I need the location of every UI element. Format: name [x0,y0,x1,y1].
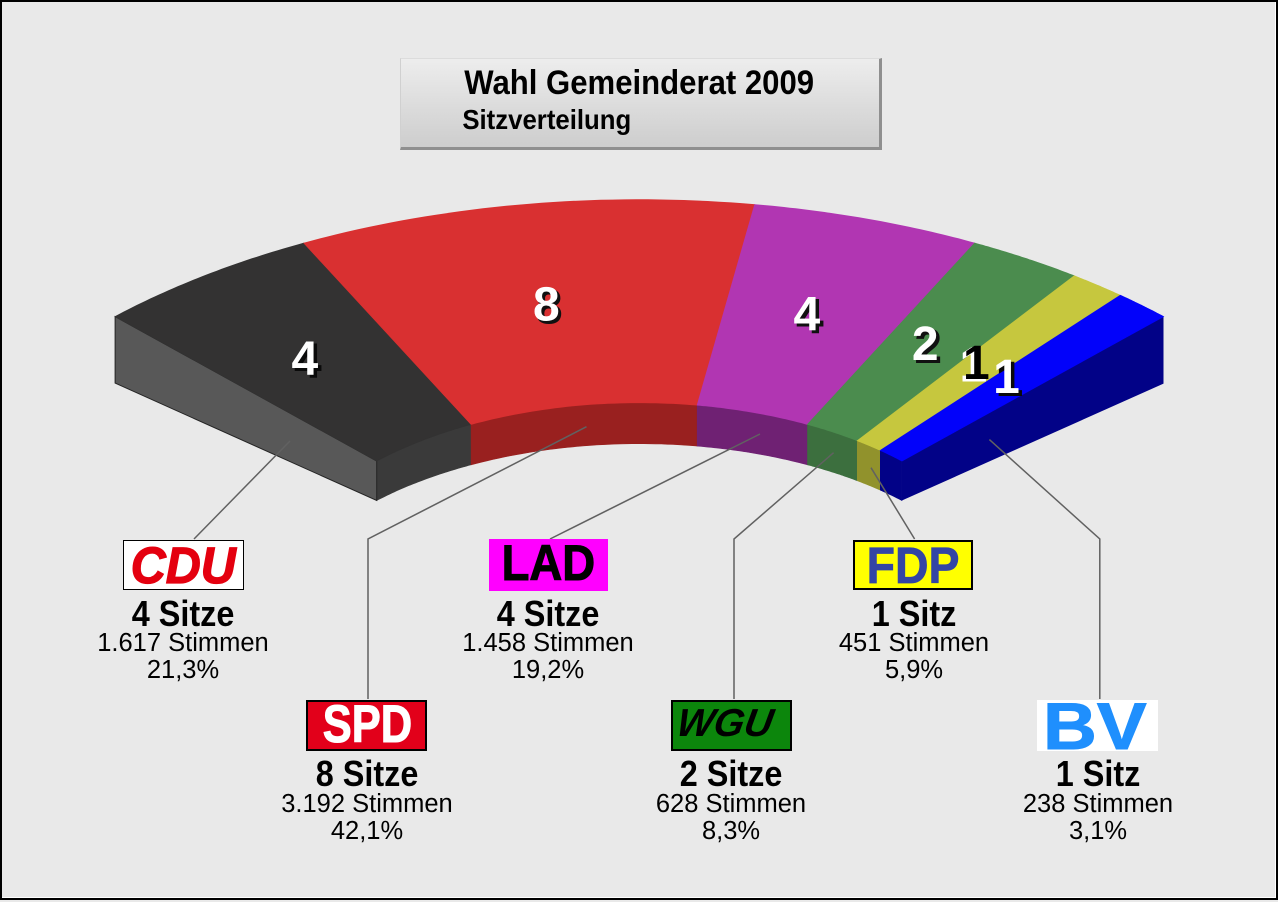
svg-text:4: 4 [291,333,318,386]
svg-text:4: 4 [793,289,820,342]
svg-text:2: 2 [915,321,942,374]
svg-text:4: 4 [294,335,321,388]
svg-text:8: 8 [536,281,563,334]
svg-text:2: 2 [912,318,939,371]
svg-text:1: 1 [963,337,990,390]
svg-text:8: 8 [533,278,560,331]
svg-text:1: 1 [960,339,987,392]
svg-text:1: 1 [993,351,1020,404]
svg-text:4: 4 [796,291,823,344]
svg-text:1: 1 [996,354,1023,407]
